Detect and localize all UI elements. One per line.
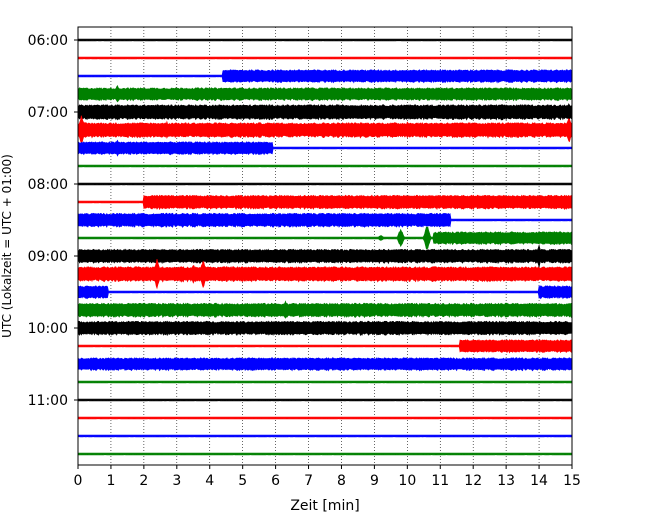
trace-0845 <box>77 226 573 250</box>
x-tick-label: 4 <box>205 473 214 489</box>
trace-0700 <box>77 103 573 121</box>
trace-0730 <box>77 139 573 157</box>
x-tick-label: 13 <box>497 473 515 489</box>
trace-0800 <box>77 182 573 186</box>
trace-0745 <box>77 164 573 168</box>
trace-1115 <box>77 416 573 420</box>
y-tick-label: 06:00 <box>28 33 68 49</box>
trace-0930 <box>77 284 573 300</box>
y-axis-label: UTC (Lokalzeit = UTC + 01:00) <box>0 154 14 338</box>
trace-0630 <box>77 68 573 84</box>
x-axis-label: Zeit [min] <box>290 498 359 514</box>
x-tick-label: 1 <box>106 473 115 489</box>
trace-0600 <box>77 38 573 42</box>
x-tick-label: 9 <box>370 473 379 489</box>
trace-0645 <box>77 85 573 103</box>
x-tick-label: 5 <box>238 473 247 489</box>
x-tick-label: 10 <box>398 473 416 489</box>
x-tick-label: 2 <box>139 473 148 489</box>
trace-1000 <box>77 320 573 337</box>
trace-0945 <box>77 300 573 319</box>
trace-0815 <box>77 194 573 211</box>
trace-0900 <box>77 243 573 268</box>
x-tick-label: 12 <box>464 473 482 489</box>
trace-0915 <box>77 259 573 290</box>
trace-0715 <box>77 115 573 145</box>
plot-frame <box>77 26 573 466</box>
y-tick-label: 10:00 <box>28 321 68 337</box>
trace-1015 <box>77 339 573 354</box>
trace-1045 <box>77 380 573 384</box>
trace-0615 <box>77 56 573 60</box>
y-tick-label: 07:00 <box>28 105 68 121</box>
x-axis: 0 1 2 3 4 5 6 7 8 9 10 11 12 13 14 15 <box>74 465 581 489</box>
x-tick-label: 6 <box>271 473 280 489</box>
x-tick-label: 14 <box>530 473 548 489</box>
trace-1130 <box>77 434 573 438</box>
y-axis: 06:00 07:00 08:00 09:00 10:00 11:00 <box>28 33 78 409</box>
y-tick-label: 09:00 <box>28 249 68 265</box>
trace-1145 <box>77 452 573 456</box>
trace-1100 <box>77 398 573 402</box>
y-tick-label: 08:00 <box>28 177 68 193</box>
x-tick-label: 0 <box>74 473 83 489</box>
traces <box>77 38 573 456</box>
x-tick-label: 3 <box>172 473 181 489</box>
x-tick-label: 8 <box>337 473 346 489</box>
y-tick-label: 11:00 <box>28 393 68 409</box>
trace-1030 <box>77 357 573 372</box>
x-tick-label: 11 <box>431 473 449 489</box>
x-tick-label: 7 <box>304 473 313 489</box>
x-tick-label: 15 <box>563 473 581 489</box>
trace-0830 <box>77 212 573 228</box>
